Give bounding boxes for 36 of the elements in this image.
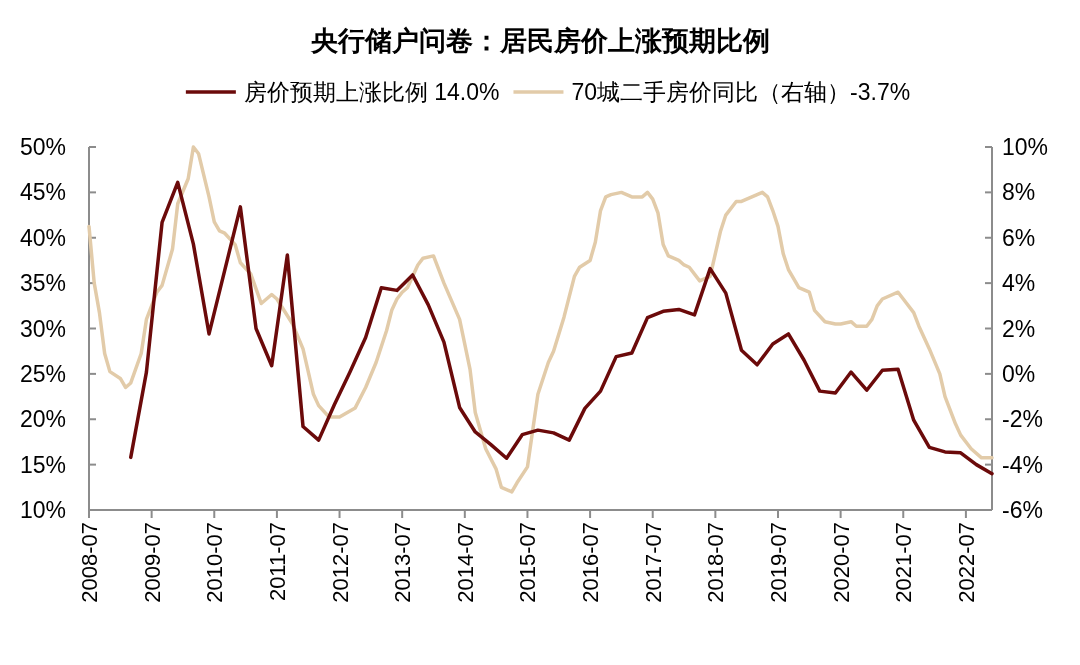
y-tick-label: 35% [19,270,66,297]
x-tick-label: 2010-07 [202,522,228,603]
y-tick-label: 40% [19,224,66,251]
y-tick-label: 45% [19,179,66,206]
x-tick-label: 2022-07 [953,522,979,603]
y-tick-label: 15% [19,451,66,478]
x-tick-label: 2008-07 [77,522,102,603]
chart-title: 央行储户问卷：居民房价上涨预期比例 [310,26,770,56]
legend-label: 70城二手房价同比（右轴）-3.7% [571,79,911,105]
y-tick-label: 20% [19,406,66,433]
x-tick-label: 2020-07 [828,522,854,603]
y2-tick-label: -6% [1002,497,1043,523]
y2-tick-label: 4% [1002,270,1036,297]
x-tick-label: 2013-07 [390,522,416,603]
y2-tick-label: 8% [1002,179,1036,206]
y2-tick-label: 6% [1002,224,1036,251]
x-tick-label: 2017-07 [640,522,666,603]
x-tick-label: 2016-07 [578,522,604,603]
x-tick-label: 2012-07 [327,522,353,603]
x-tick-label: 2011-07 [264,522,290,602]
x-tick-label: 2021-07 [891,522,917,603]
x-tick-label: 2014-07 [452,522,478,603]
x-tick-label: 2019-07 [765,522,791,603]
x-tick-label: 2018-07 [703,522,729,603]
x-tick-label: 2009-07 [139,522,165,603]
y2-tick-label: -2% [1002,406,1043,433]
x-tick-label: 2015-07 [515,522,541,603]
y-tick-label: 25% [19,360,66,387]
legend-label: 房价预期上涨比例 14.0% [243,79,500,105]
y2-tick-label: -4% [1002,451,1043,478]
y-tick-label: 10% [19,497,66,523]
y2-tick-label: 0% [1002,360,1036,387]
y2-tick-label: 2% [1002,315,1036,342]
y-tick-label: 30% [19,315,66,342]
y-tick-label: 50% [19,134,66,160]
y2-tick-label: 10% [1002,134,1049,160]
